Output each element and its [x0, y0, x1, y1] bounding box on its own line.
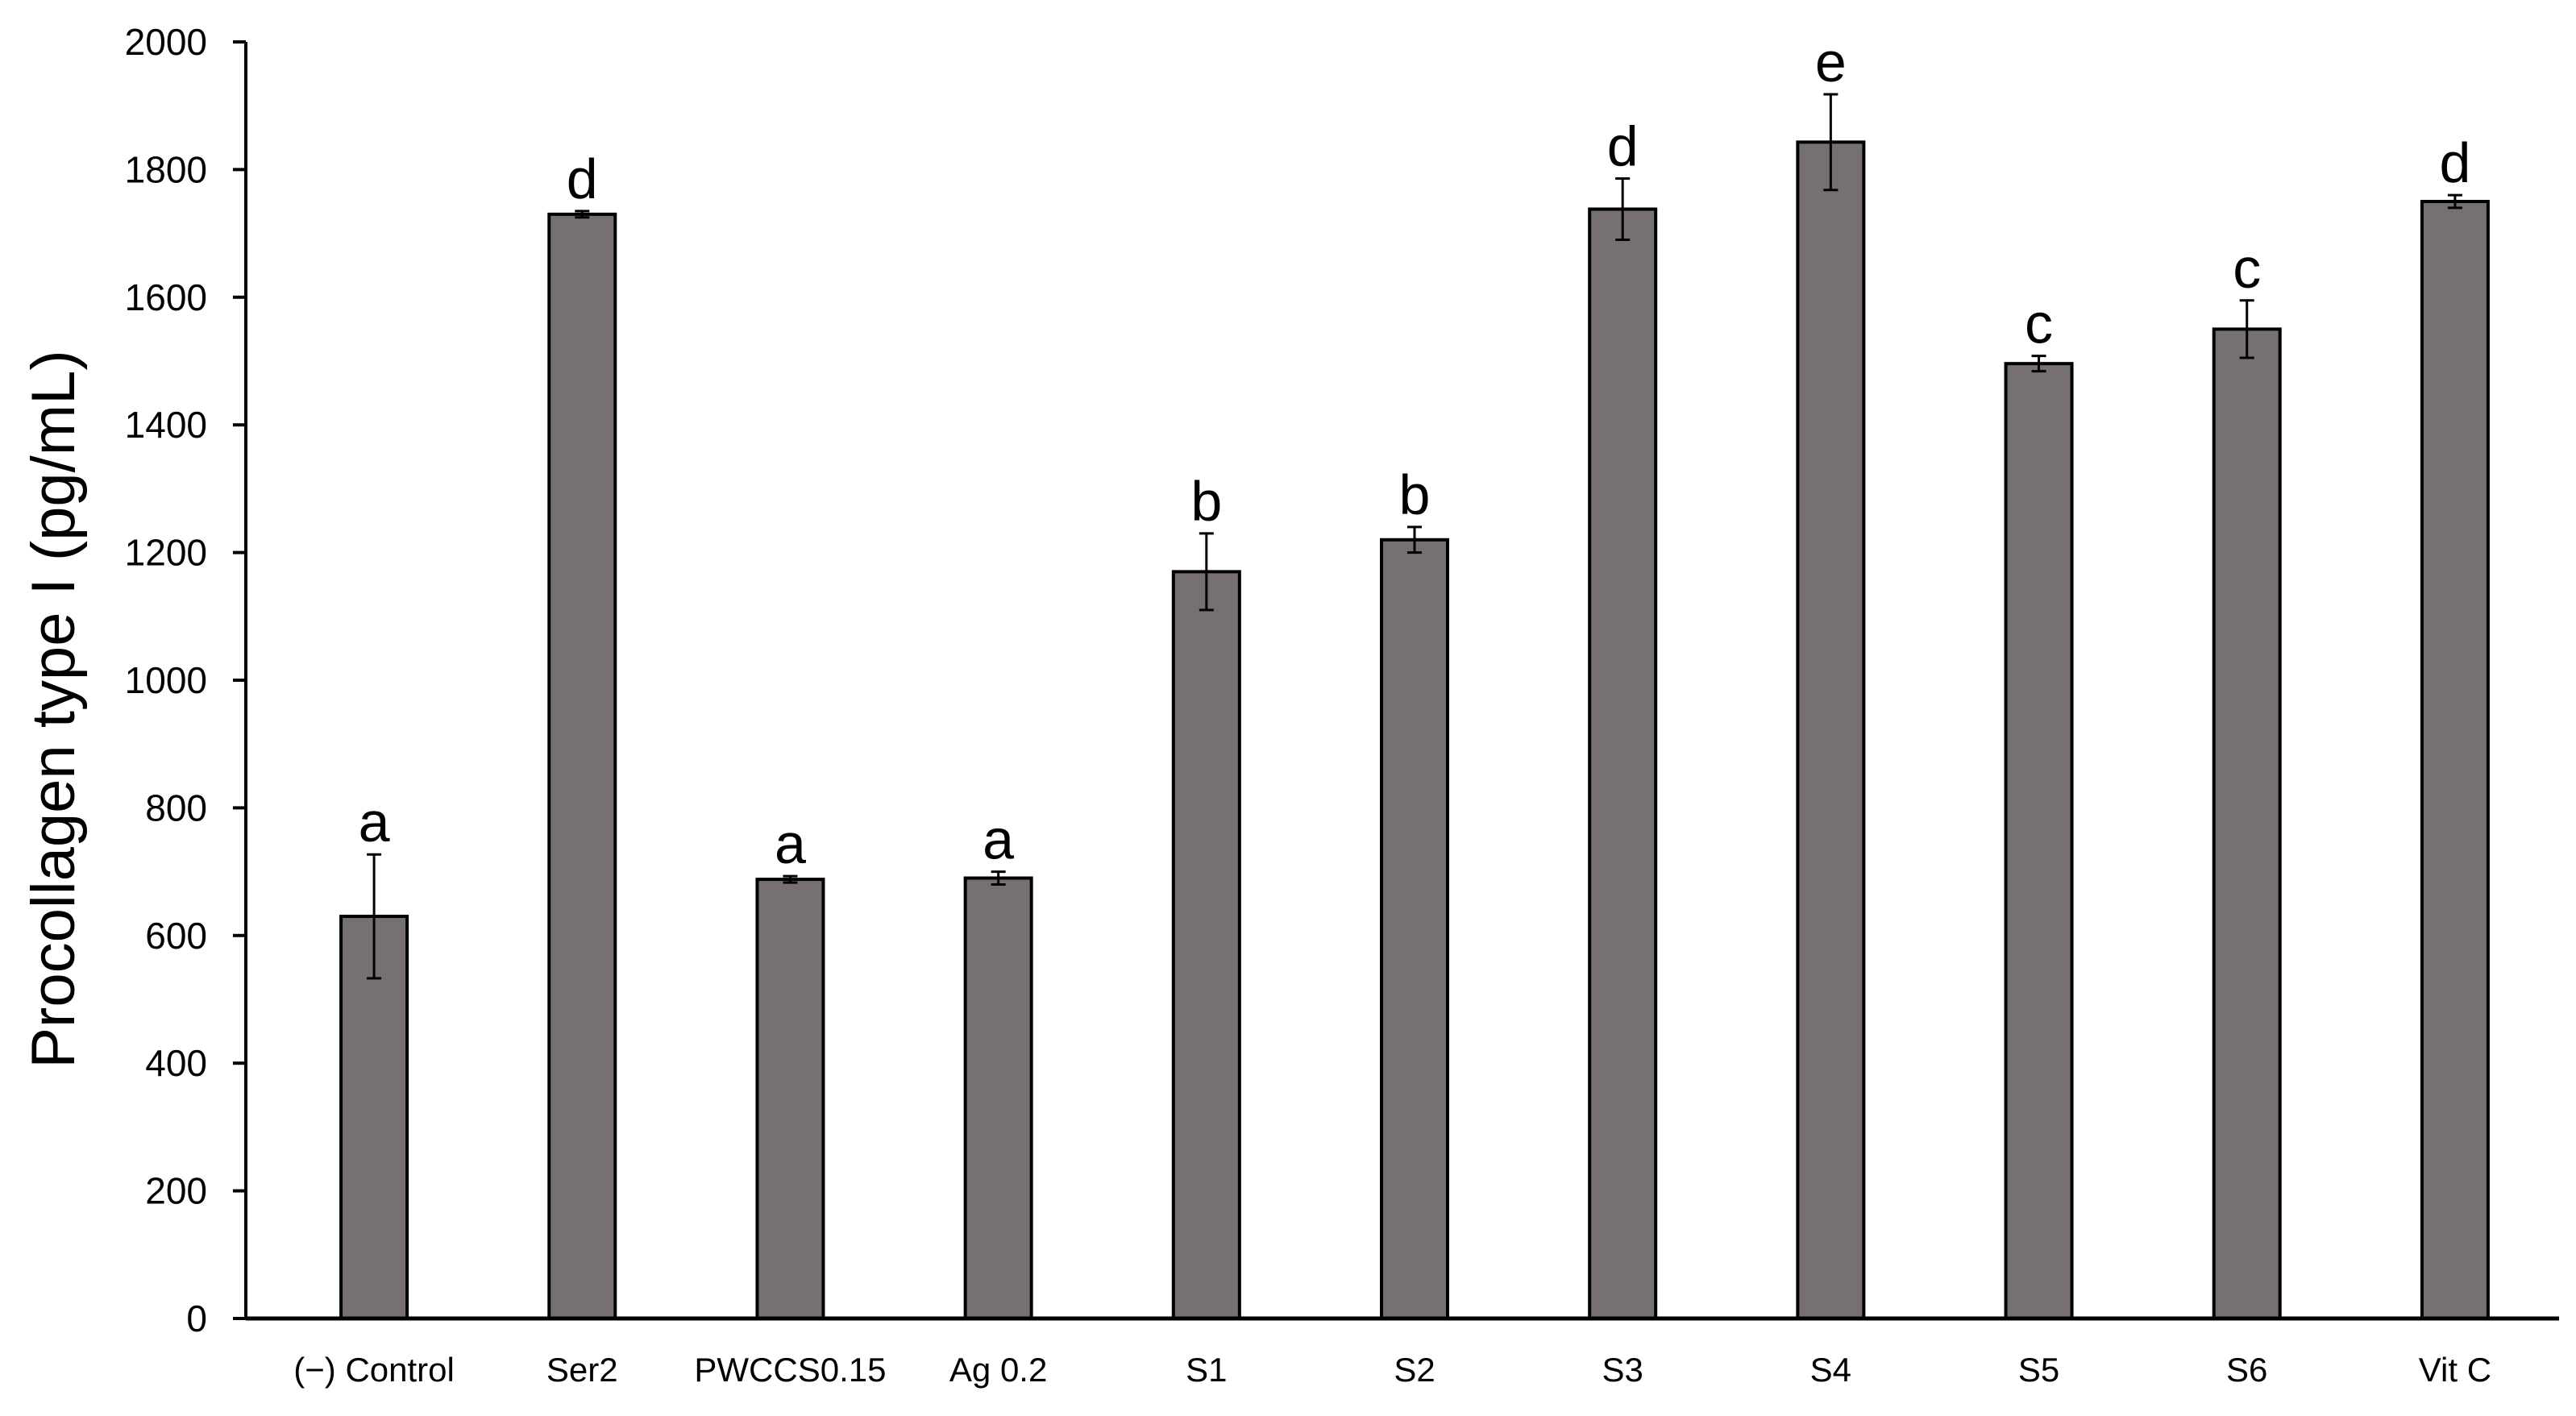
bar	[963, 876, 1033, 1320]
bar	[1588, 207, 1658, 1320]
y-tick-label: 400	[145, 1042, 207, 1084]
bar	[339, 915, 409, 1321]
bar	[547, 212, 617, 1321]
y-tick-label: 800	[145, 787, 207, 828]
y-tick-label: 1200	[125, 532, 207, 574]
bar	[2004, 362, 2074, 1321]
x-category-label: Vit C	[2419, 1351, 2491, 1389]
y-tick-label: 1600	[125, 276, 207, 318]
significance-letter: c	[2233, 237, 2261, 300]
bar	[755, 878, 825, 1320]
x-category-label: S4	[1810, 1351, 1851, 1389]
y-tick-label: 1800	[125, 148, 207, 190]
y-tick-label: 1000	[125, 659, 207, 701]
y-tick-label: 0	[186, 1298, 207, 1339]
bar	[2420, 200, 2490, 1320]
y-tick-label: 1400	[125, 404, 207, 446]
y-tick-label: 2000	[125, 21, 207, 63]
significance-letter: d	[2439, 131, 2470, 194]
significance-letter: e	[1815, 31, 1847, 93]
y-tick-label: 600	[145, 915, 207, 957]
y-tick-label: 200	[145, 1170, 207, 1212]
x-category-label: S6	[2226, 1351, 2267, 1389]
significance-letter: a	[775, 812, 806, 875]
bar	[2212, 327, 2282, 1320]
bar	[1171, 570, 1241, 1320]
x-category-label: (−) Control	[293, 1351, 455, 1389]
y-axis-label: Procollagen type I (pg/mL)	[19, 350, 88, 1068]
bar	[1796, 140, 1866, 1320]
significance-letter: a	[359, 791, 390, 853]
x-category-label: PWCCS0.15	[694, 1351, 886, 1389]
bar	[1380, 538, 1449, 1320]
x-category-label: S3	[1602, 1351, 1643, 1389]
significance-letter: b	[1190, 470, 1222, 533]
significance-letter: d	[567, 147, 598, 210]
significance-letter: b	[1399, 463, 1431, 526]
x-category-label: S2	[1394, 1351, 1435, 1389]
x-category-label: Ser2	[546, 1351, 618, 1389]
significance-letter: d	[1607, 114, 1639, 177]
x-category-label: S1	[1186, 1351, 1227, 1389]
significance-letter: a	[983, 808, 1014, 871]
x-category-label: Ag 0.2	[949, 1351, 1047, 1389]
significance-letter: c	[2025, 293, 2053, 355]
x-category-label: S5	[2018, 1351, 2059, 1389]
